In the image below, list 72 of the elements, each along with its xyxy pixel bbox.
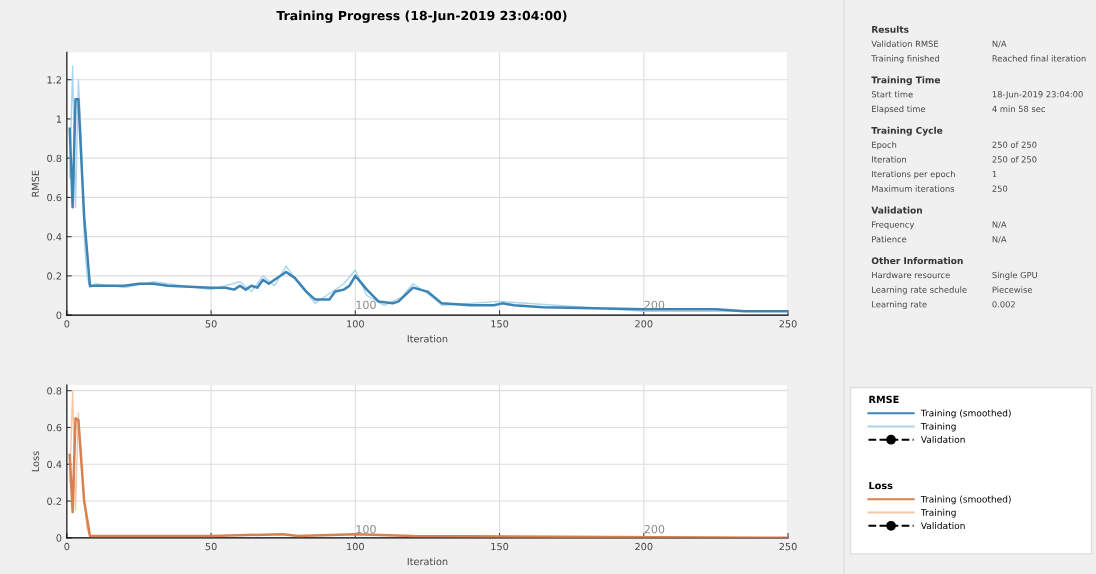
x-tick-label: 250	[779, 320, 797, 328]
legend-label: Training (smoothed)	[920, 409, 1011, 419]
text: Elapsed time	[872, 105, 926, 114]
text: Validation RMSE	[871, 40, 939, 47]
legend-label: Training (smoothed)	[920, 495, 1011, 505]
x-axis-title: Iteration	[407, 334, 448, 343]
text: Learning rate	[872, 301, 927, 310]
x-tick-label: 200	[635, 320, 653, 328]
y-tick-label: 1.2	[47, 76, 62, 84]
text: Start time	[871, 90, 913, 98]
y-tick-label: 0.8	[47, 154, 62, 163]
x-tick-label: 100	[347, 320, 364, 328]
y-tick-label: 0	[56, 534, 62, 542]
text: Hardware resource	[872, 271, 950, 279]
x-tick-label: 50	[205, 542, 217, 551]
text: 250	[992, 185, 1008, 192]
text: N/A	[992, 236, 1007, 243]
y-tick-label: 0.2	[47, 272, 62, 280]
text: Results	[872, 25, 909, 33]
y-tick-label: 0.8	[47, 387, 62, 395]
text: Frequency	[872, 221, 915, 230]
x-tick-label: 50	[205, 320, 217, 328]
annotation: 200	[644, 524, 665, 534]
y-tick-label: 0	[56, 311, 62, 319]
legend-label: Validation	[920, 522, 965, 530]
y-tick-label: 0.4	[47, 233, 62, 241]
text: Iterations per epoch	[872, 170, 955, 179]
x-tick-label: 100	[347, 542, 364, 551]
y-tick-label: 0.6	[47, 193, 62, 202]
y-tick-label: 1	[56, 115, 62, 123]
x-tick-label: 250	[779, 542, 797, 551]
text: Epoch	[872, 141, 897, 150]
annotation: 100	[356, 524, 376, 534]
y-tick-label: 0.2	[47, 497, 62, 505]
y-axis-title: RMSE	[31, 170, 40, 197]
text: 4 min 58 sec	[992, 105, 1045, 113]
text: Single GPU	[992, 271, 1038, 280]
x-tick-label: 200	[635, 542, 653, 551]
y-axis-title: Loss	[31, 451, 40, 472]
x-tick-label: 0	[64, 542, 70, 551]
x-tick-label: 150	[491, 320, 509, 328]
text: Reached final iteration	[992, 55, 1086, 62]
text: N/A	[992, 221, 1007, 229]
x-tick-label: 0	[64, 320, 70, 328]
text: 18-Jun-2019 23:04:00	[992, 91, 1083, 99]
text: Maximum iterations	[872, 185, 955, 192]
y-tick-label: 0.6	[47, 423, 62, 432]
text: Piecewise	[992, 286, 1033, 293]
text: N/A	[992, 40, 1007, 48]
x-tick-label: 150	[491, 542, 509, 551]
text: Training Time	[871, 76, 941, 86]
text: Training finished	[871, 55, 939, 64]
text: Validation	[871, 206, 922, 214]
annotation: 200	[644, 300, 665, 310]
text: Learning rate schedule	[872, 286, 967, 295]
legend-label: Training	[920, 422, 956, 432]
text: 250 of 250	[992, 156, 1037, 163]
text: Patience	[872, 235, 907, 243]
text: 250 of 250	[992, 141, 1037, 148]
chart-title: Training Progress (18-Jun-2019 23:04:00)	[276, 10, 567, 23]
text: 0.002	[992, 301, 1015, 308]
text: 1	[992, 170, 997, 178]
legend-label: Training	[920, 508, 956, 518]
annotation: 100	[356, 300, 376, 310]
text: Training Cycle	[871, 126, 943, 136]
text: Other Information	[871, 257, 963, 265]
text: Iteration	[872, 156, 906, 163]
x-axis-title: Iteration	[407, 557, 448, 566]
y-tick-label: 0.4	[47, 460, 62, 469]
legend-label: Validation	[920, 436, 965, 443]
legend-title: Loss	[869, 481, 893, 490]
legend-title: RMSE	[869, 395, 899, 404]
